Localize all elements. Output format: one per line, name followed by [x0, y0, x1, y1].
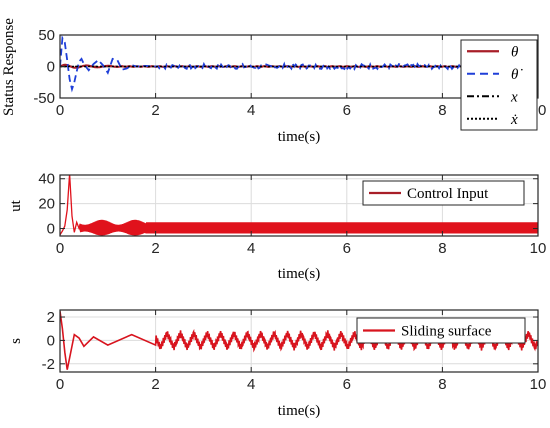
y-tick-label: 0 — [47, 221, 55, 238]
x-axis-label: time(s) — [278, 266, 321, 282]
y-tick-label: 40 — [38, 171, 55, 188]
x-tick-label: 8 — [438, 102, 446, 119]
x-tick-label: 2 — [151, 240, 159, 257]
legend-label: θ — [511, 44, 519, 60]
x-tick-label: 4 — [247, 240, 255, 257]
x-tick-label: 2 — [151, 102, 159, 119]
y-tick-label: 2 — [47, 309, 55, 326]
x-tick-label: 10 — [530, 240, 547, 257]
x-tick-label: 2 — [151, 376, 159, 393]
x-tick-label: 4 — [247, 376, 255, 393]
legend-label: Sliding surface — [401, 324, 492, 340]
y-tick-label: 0 — [47, 332, 55, 349]
y-axis-label: Status Response — [1, 18, 17, 116]
y-tick-label: -50 — [33, 90, 55, 107]
x-tick-label: 0 — [56, 240, 64, 257]
y-tick-label: -2 — [42, 356, 55, 373]
x-axis-label: time(s) — [278, 129, 321, 145]
control-input-panel: 0 2 4 6 8 10 40 20 0 ut time(s) Control Input — [8, 171, 546, 282]
x-axis-label: time(s) — [278, 403, 321, 419]
axes-box — [59, 174, 539, 237]
y-tick-label: 0 — [47, 59, 55, 76]
y-axis-label: ut — [8, 199, 24, 212]
x-tick-label: 8 — [438, 240, 446, 257]
axes-box — [59, 309, 539, 373]
y-tick-label: 50 — [38, 27, 55, 44]
x-tick-label: 4 — [247, 102, 255, 119]
x-tick-label: 6 — [343, 240, 351, 257]
x-tick-label: 0 — [56, 376, 64, 393]
x-tick-label: 6 — [343, 376, 351, 393]
legend-label: x — [510, 89, 518, 105]
y-tick-label: 20 — [38, 196, 55, 213]
x-tick-label: 6 — [343, 102, 351, 119]
x-tick-label: 8 — [438, 376, 446, 393]
series-control-input-line — [60, 175, 538, 236]
x-tick-label: 0 — [56, 102, 64, 119]
legend-label: Control Input — [407, 186, 489, 202]
y-axis-label: s — [8, 338, 24, 344]
x-tick-label: 10 — [530, 376, 547, 393]
legend-label: ẋ — [510, 112, 518, 128]
legend — [460, 39, 538, 131]
